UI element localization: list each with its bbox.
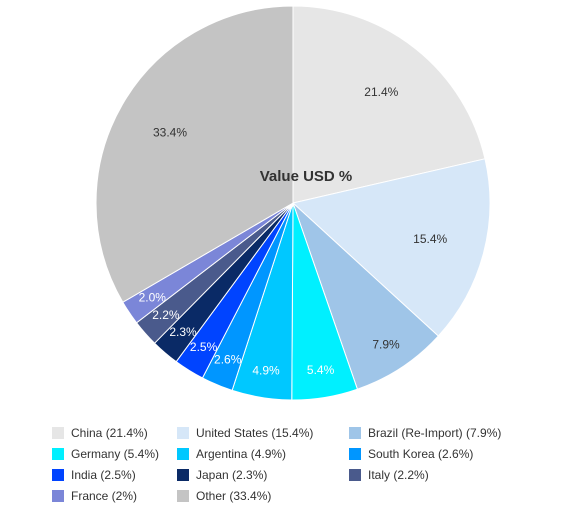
slice-label-france: 2.0%	[139, 290, 167, 304]
pie-slice-other	[95, 5, 294, 303]
legend-label: United States (15.4%)	[196, 426, 314, 440]
slice-label-china: 21.4%	[364, 85, 398, 99]
legend-label: Other (33.4%)	[196, 489, 272, 503]
legend-item-france: France (2%)	[52, 487, 177, 505]
legend-swatch	[177, 427, 189, 439]
pie-slice-united-states	[291, 158, 491, 337]
legend-item-brazil-re-import: Brazil (Re-Import) (7.9%)	[349, 424, 509, 442]
chart-title: Value USD %	[260, 168, 353, 185]
slice-label-argentina: 4.9%	[252, 363, 280, 377]
pie-chart: 21.4% 15.4% 7.9% 5.4% 4.9% 2.6% 2.5% 2.3% 2.2% 2.…	[52, 5, 501, 503]
legend-item-south-korea: South Korea (2.6%)	[349, 445, 509, 463]
legend-item-other: Other (33.4%)	[177, 487, 349, 505]
slice-label-japan: 2.3%	[169, 325, 197, 339]
legend-swatch	[52, 490, 64, 502]
legend-swatch	[177, 490, 189, 502]
slice-label-other: 33.4%	[153, 125, 187, 139]
pie-slice-china	[292, 5, 486, 204]
legend-label: South Korea (2.6%)	[368, 447, 474, 461]
legend-item-argentina: Argentina (4.9%)	[177, 445, 349, 463]
slice-label-south-korea: 2.6%	[214, 352, 242, 366]
slice-label-germany: 5.4%	[307, 363, 335, 377]
legend-swatch	[349, 448, 361, 460]
legend-swatch	[177, 448, 189, 460]
legend-item-india: India (2.5%)	[52, 466, 177, 484]
chart-legend: China (21.4%) United States (15.4%) Brazil…	[52, 424, 572, 505]
legend-label: Argentina (4.9%)	[196, 447, 287, 461]
legend-label: China (21.4%)	[71, 426, 148, 440]
legend-swatch	[52, 448, 64, 460]
slice-label-india: 2.5%	[190, 340, 218, 354]
legend-swatch	[349, 469, 361, 481]
legend-item-japan: Japan (2.3%)	[177, 466, 349, 484]
slice-label-brazil-re-import: 7.9%	[372, 338, 400, 352]
pie-slice-brazil-re-import	[292, 202, 439, 390]
legend-label: France (2%)	[71, 489, 138, 503]
legend-item-china: China (21.4%)	[52, 424, 177, 442]
legend-swatch	[52, 469, 64, 481]
slice-label-united-states: 15.4%	[413, 232, 447, 246]
legend-item-united-states: United States (15.4%)	[177, 424, 349, 442]
pie-chart-svg: 21.4% 15.4% 7.9% 5.4% 4.9% 2.6%2.5%2.3% 2.2% 2.…	[95, 5, 491, 401]
legend-item-italy: Italy (2.2%)	[349, 466, 509, 484]
legend-label: Italy (2.2%)	[368, 468, 429, 482]
legend-swatch	[52, 427, 64, 439]
slice-label-italy: 2.2%	[152, 308, 180, 322]
legend-swatch	[349, 427, 361, 439]
legend-swatch	[177, 469, 189, 481]
legend-label: India (2.5%)	[71, 468, 136, 482]
legend-label: Brazil (Re-Import) (7.9%)	[368, 426, 502, 440]
legend-label: Japan (2.3%)	[196, 468, 268, 482]
legend-label: Germany (5.4%)	[71, 447, 160, 461]
legend-item-germany: Germany (5.4%)	[52, 445, 177, 463]
